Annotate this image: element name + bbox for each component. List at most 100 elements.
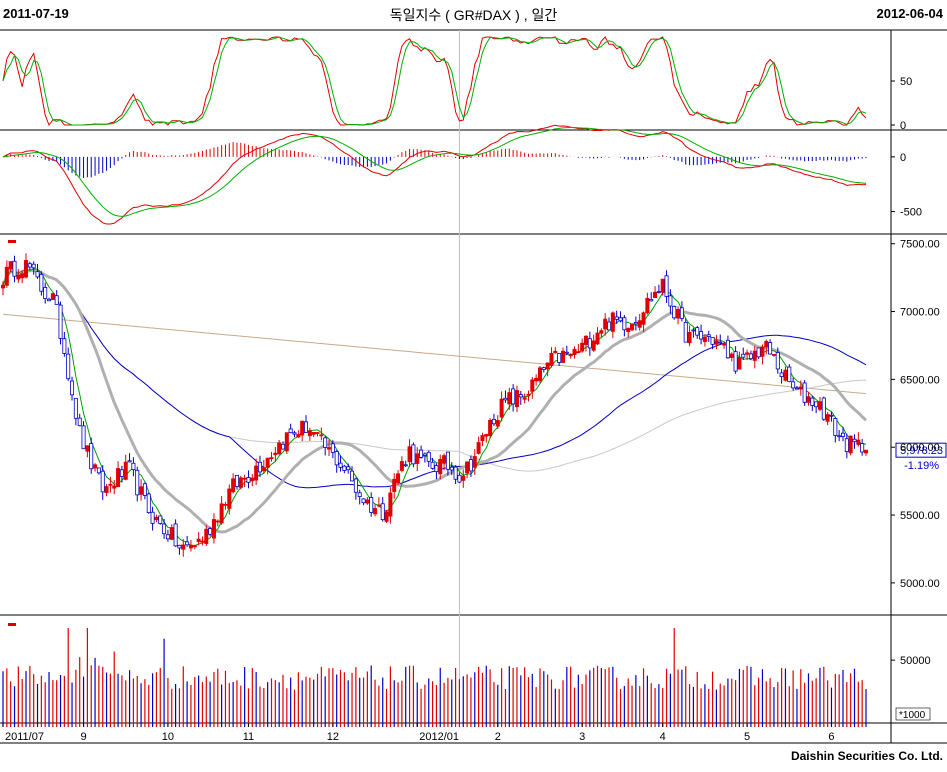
candle-body	[645, 297, 650, 314]
candle-body	[280, 443, 285, 450]
candle-body	[695, 327, 700, 336]
candle-body	[300, 420, 305, 436]
candle-body	[54, 295, 59, 305]
candle-body	[246, 477, 251, 483]
candle-body	[338, 462, 343, 468]
candle-body	[50, 293, 55, 301]
candle-body	[62, 338, 67, 354]
candle-body	[791, 381, 796, 389]
candle-body	[526, 393, 531, 396]
candle-body	[729, 353, 734, 358]
x-tick-label: 2	[495, 731, 501, 743]
candle-body	[595, 332, 600, 345]
candle-body	[580, 342, 585, 352]
candle-body	[8, 261, 13, 270]
candle-body	[656, 291, 661, 293]
candle-body	[511, 388, 516, 405]
candle-body	[817, 401, 822, 410]
candle-body	[373, 508, 378, 515]
volume-unit-label: *1000	[899, 710, 926, 721]
candle-body	[58, 304, 63, 339]
candle-body	[457, 474, 462, 483]
candle-body	[315, 432, 320, 434]
candle-body	[683, 321, 688, 343]
candle-body	[599, 330, 604, 334]
candle-body	[591, 340, 596, 351]
candle-body	[208, 528, 213, 535]
volume-unit-box	[895, 707, 931, 721]
candle-body	[261, 467, 266, 472]
candle-body	[476, 442, 481, 454]
candle-body	[553, 350, 558, 354]
candle-body	[265, 457, 270, 468]
candle-body	[587, 338, 592, 349]
candle-body	[392, 478, 397, 492]
candle-body	[411, 444, 416, 465]
candle-body	[453, 466, 458, 480]
candle-body	[618, 317, 623, 322]
candle-body	[821, 397, 826, 420]
volume-panel-marker	[8, 623, 16, 626]
candle-body	[794, 387, 799, 390]
candle-body	[676, 308, 681, 319]
x-tick-label: 5	[744, 731, 750, 743]
candle-body	[806, 396, 811, 403]
candle-body	[24, 260, 29, 278]
candle-body	[465, 461, 470, 474]
candle-body	[503, 397, 508, 401]
candle-body	[810, 397, 815, 406]
candle-body	[637, 320, 642, 328]
change-pct-label: -1.19%	[904, 460, 939, 472]
candle-body	[269, 457, 274, 460]
candle-body	[154, 516, 159, 520]
candle-body	[31, 263, 36, 269]
candle-body	[764, 340, 769, 348]
candle-body	[304, 421, 309, 433]
candle-body	[43, 287, 48, 299]
candle-body	[384, 511, 389, 522]
candle-body	[319, 434, 324, 437]
candle-body	[687, 331, 692, 344]
candle-body	[844, 438, 849, 452]
candle-body	[610, 312, 615, 332]
candle-body	[284, 432, 289, 452]
candle-body	[814, 401, 819, 408]
candle-body	[518, 394, 523, 398]
stochastic-k-line	[2, 36, 867, 127]
candle-body	[848, 435, 853, 454]
candle-body	[499, 398, 504, 418]
candle-body	[472, 456, 477, 468]
candle-body	[35, 271, 40, 278]
candle-body	[725, 339, 730, 359]
candle-body	[491, 418, 496, 425]
candle-body	[119, 469, 124, 477]
candle-body	[288, 428, 293, 434]
x-tick-label: 3	[579, 731, 585, 743]
candle-body	[741, 353, 746, 358]
stochastic-d-line	[2, 36, 867, 126]
candle-body	[150, 511, 155, 524]
candle-body	[162, 523, 167, 535]
candle-body	[756, 347, 761, 358]
candle-body	[653, 291, 658, 299]
candle-body	[388, 492, 393, 517]
x-tick-label: 12	[327, 731, 339, 743]
candle-body	[369, 497, 374, 513]
candle-body	[250, 477, 255, 482]
candle-body	[139, 486, 144, 495]
candle-body	[85, 445, 90, 452]
candle-body	[104, 486, 109, 493]
candle-body	[131, 462, 136, 471]
candle-body	[112, 485, 117, 489]
last-price-box	[895, 442, 947, 458]
candle-body	[534, 377, 539, 382]
candle-body	[185, 541, 190, 546]
x-tick-label: 2011/07	[5, 731, 44, 743]
candle-body	[733, 351, 738, 372]
candle-body	[361, 498, 366, 504]
candle-body	[745, 352, 750, 355]
chart-title: 독일지수 ( GR#DAX ) , 일간	[389, 7, 558, 23]
candle-body	[641, 312, 646, 325]
candle-body	[254, 465, 259, 481]
candle-body	[173, 523, 178, 547]
